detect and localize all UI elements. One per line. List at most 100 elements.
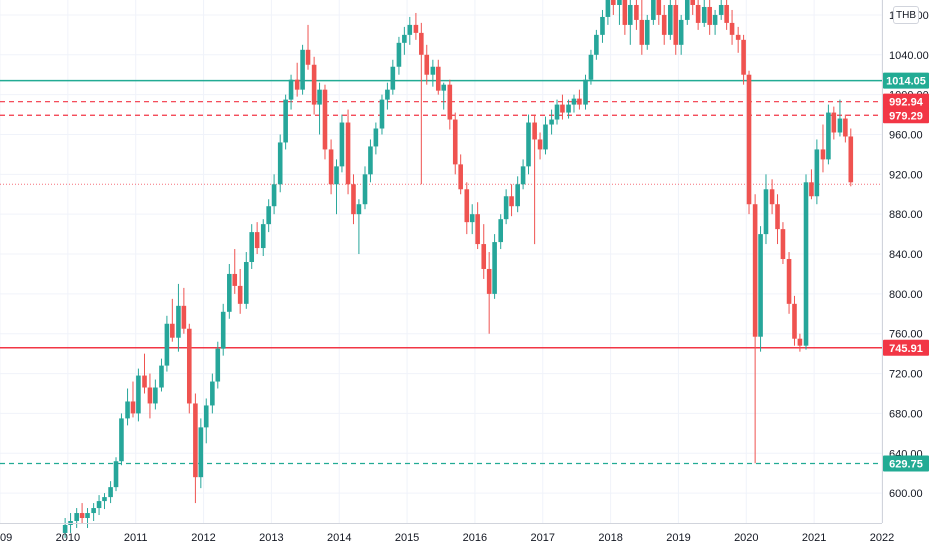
candle-body	[690, 0, 696, 5]
candle-body	[735, 34, 741, 40]
candle-body	[803, 182, 809, 346]
candle-body	[583, 79, 588, 105]
candle-body	[481, 244, 487, 269]
candle-body	[775, 204, 780, 230]
candle-body	[85, 513, 90, 519]
candle-body	[707, 6, 712, 25]
y-tick-label: 800.00	[889, 289, 923, 301]
candle-body	[373, 128, 379, 147]
candle-body	[385, 89, 390, 100]
price-badge-label: 992.94	[889, 97, 924, 109]
candle-body	[611, 0, 616, 5]
candle-body	[266, 206, 271, 225]
candle-body	[153, 387, 158, 404]
x-tick-label: 2009	[0, 532, 12, 544]
price-badge-bg	[883, 72, 929, 89]
candle-body	[464, 189, 470, 223]
candle-body	[780, 229, 786, 260]
candle-body	[243, 261, 249, 304]
candle-body	[644, 19, 650, 45]
candle-body	[79, 513, 85, 519]
candle-body	[232, 273, 238, 286]
candle-body	[210, 381, 215, 406]
y-tick-label: 760.00	[889, 329, 923, 341]
price-badge-label: 979.29	[889, 110, 923, 122]
candle-body	[435, 66, 441, 91]
price-badge-label: 1014.05	[886, 76, 926, 88]
x-tick-label: 2017	[531, 532, 555, 544]
candle-body	[526, 122, 531, 167]
candle-body	[147, 387, 153, 404]
candle-body	[617, 0, 622, 5]
candle-body	[498, 219, 504, 243]
candle-body	[729, 22, 735, 35]
candle-body	[600, 16, 605, 35]
x-tick-label: 2010	[56, 532, 80, 544]
x-tick-label: 2015	[395, 532, 419, 544]
candles	[62, 0, 854, 538]
candle-body	[203, 405, 209, 428]
candle-body	[814, 149, 820, 197]
price-badge-bg	[883, 93, 929, 110]
candle-body	[142, 375, 147, 388]
candle-body	[741, 39, 746, 75]
candle-body	[577, 98, 582, 105]
candle-body	[469, 214, 475, 223]
candle-body	[413, 24, 419, 33]
candle-body	[571, 98, 577, 105]
candle-body	[424, 54, 430, 75]
candle-body	[407, 24, 413, 35]
candle-body	[543, 124, 548, 150]
candle-body	[718, 4, 724, 15]
candle-body	[322, 89, 328, 150]
candle-body	[594, 34, 599, 55]
candle-body	[809, 182, 814, 197]
candle-body	[113, 461, 119, 488]
y-tick-label: 960.00	[889, 129, 923, 141]
x-tick-label: 2021	[802, 532, 826, 544]
candle-body	[532, 122, 537, 140]
price-badge-bg	[883, 339, 929, 356]
candle-body	[334, 166, 339, 185]
candle-body	[537, 139, 543, 150]
candle-body	[351, 184, 356, 215]
candle-body	[227, 273, 232, 312]
candle-body	[458, 164, 463, 190]
candle-body	[356, 204, 362, 215]
candle-body	[159, 365, 164, 388]
candle-body	[515, 184, 520, 207]
candle-body	[661, 14, 667, 35]
candle-body	[305, 49, 311, 65]
candle-body	[220, 311, 226, 349]
candle-body	[639, 19, 645, 45]
candle-body	[102, 497, 107, 502]
grid	[0, 0, 883, 523]
candle-body	[634, 4, 639, 20]
candle-body	[656, 0, 662, 15]
x-tick-label: 2018	[598, 532, 622, 544]
candle-body	[125, 401, 130, 419]
candle-body	[368, 146, 373, 175]
candle-body	[339, 122, 345, 167]
x-tick-label: 2011	[124, 532, 148, 544]
currency-label[interactable]: THB	[893, 6, 919, 24]
y-tick-label: 880.00	[889, 209, 923, 221]
candle-body	[746, 74, 752, 205]
candle-body	[430, 66, 436, 75]
candle-body	[164, 323, 170, 366]
x-tick-label: 2013	[259, 532, 283, 544]
y-tick-label: 680.00	[889, 408, 923, 420]
candle-body	[820, 149, 826, 160]
candle-body	[486, 268, 492, 294]
candle-body	[695, 4, 701, 23]
candle-body	[554, 104, 560, 120]
candle-body	[475, 214, 480, 245]
candle-body	[566, 104, 571, 113]
candle-body	[108, 487, 113, 498]
candle-body	[752, 204, 758, 337]
y-tick-label: 840.00	[889, 249, 923, 261]
